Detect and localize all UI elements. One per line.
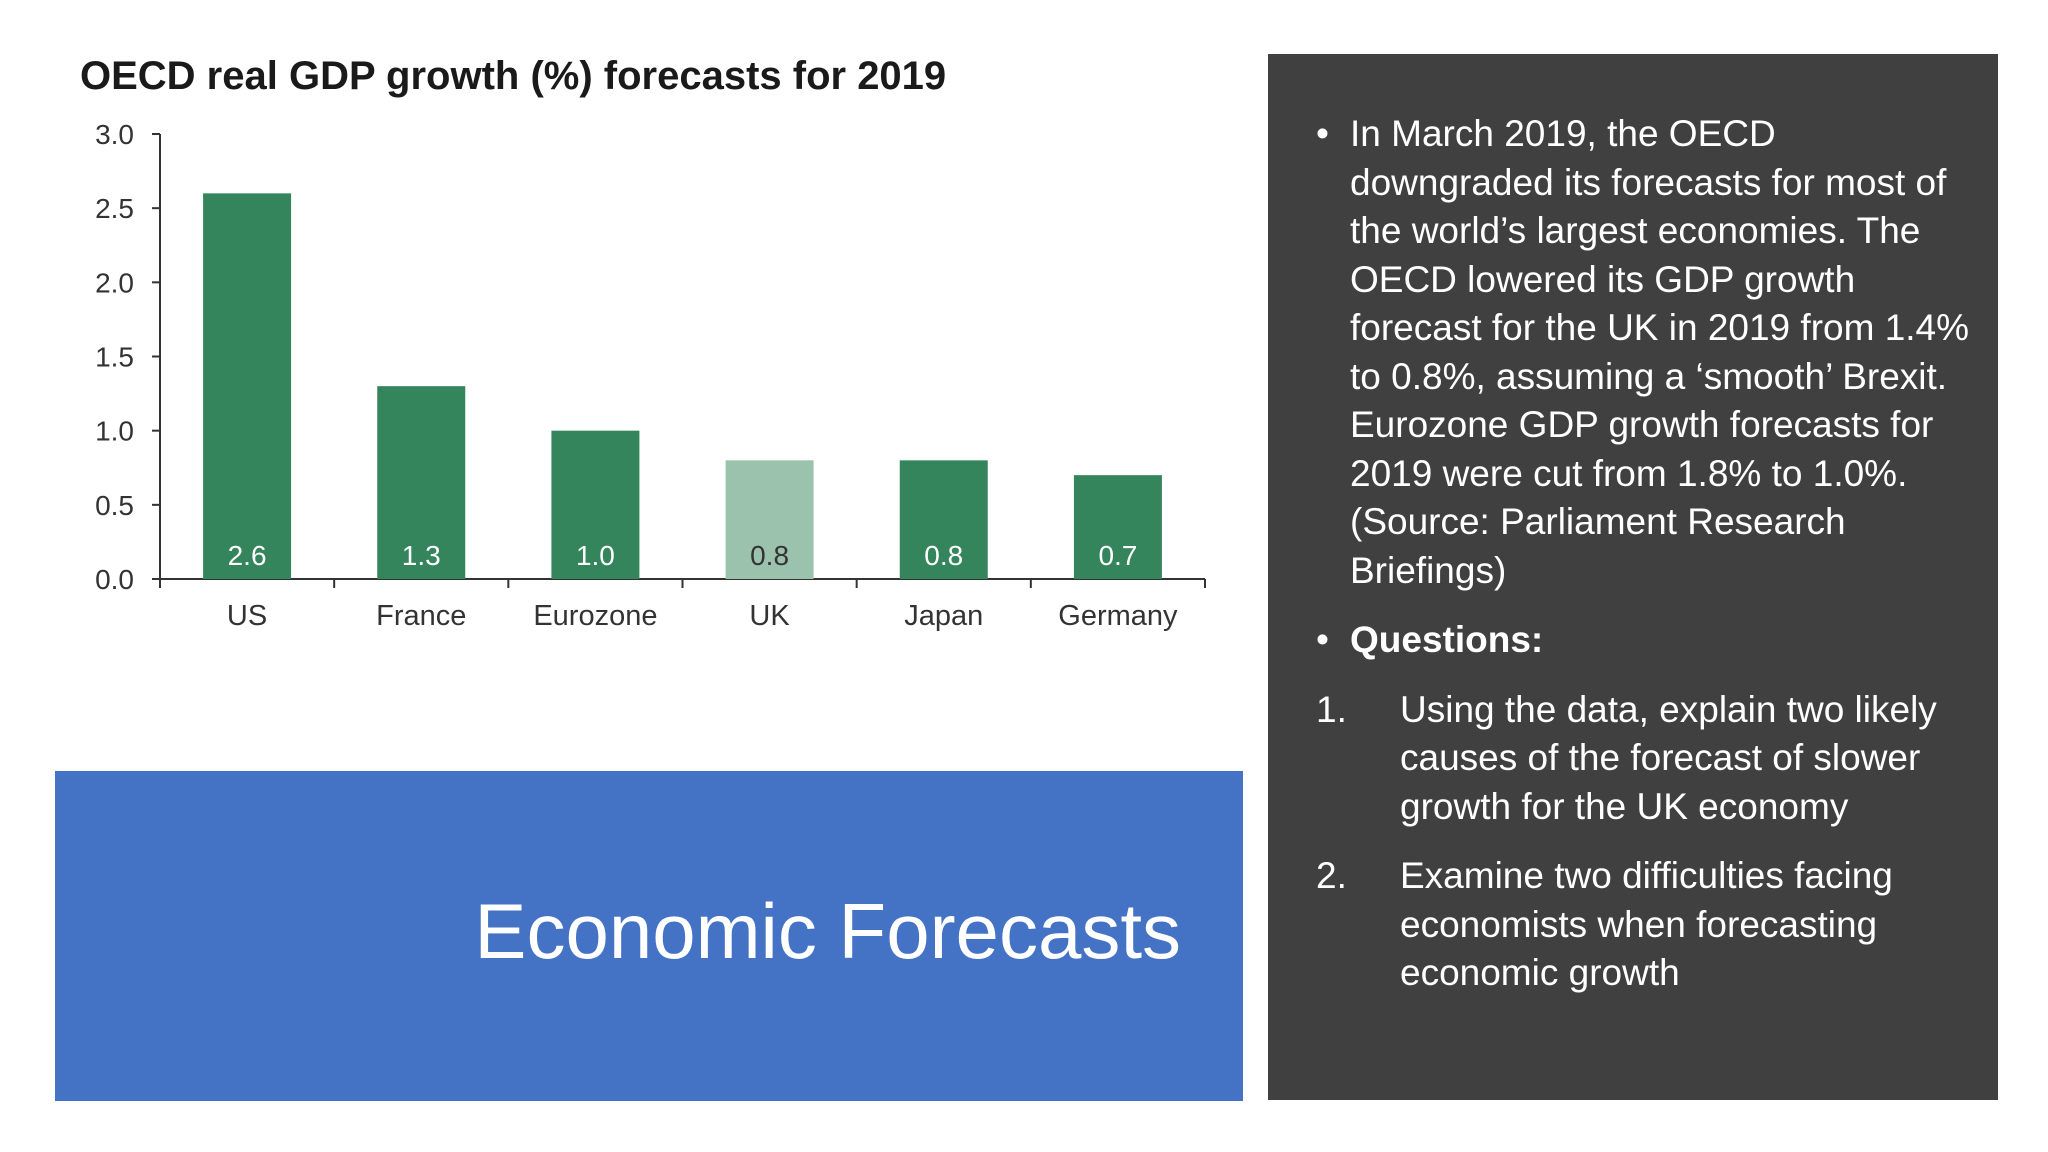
y-tick-label: 0.0 xyxy=(95,564,134,595)
slide-title: Economic Forecasts xyxy=(474,887,1181,975)
y-tick-label: 2.5 xyxy=(95,193,134,224)
x-tick-label: Germany xyxy=(1058,600,1178,632)
question-text: Using the data, explain two likely cause… xyxy=(1400,688,1937,827)
x-tick-label: US xyxy=(227,600,267,632)
data-label: 0.8 xyxy=(924,540,963,571)
y-tick-label: 0.5 xyxy=(95,490,134,521)
chart-plot: 0.0 0.5 1.0 1.5 2.0 2.5 3.0 2.6 US 1.3 France 1.0 Eu… xyxy=(95,119,1206,632)
y-tick-label: 3.0 xyxy=(95,119,134,150)
data-label: 1.0 xyxy=(576,540,615,571)
bullet-mark: • xyxy=(1316,113,1329,154)
data-label: 1.3 xyxy=(402,540,441,571)
bullet-item-questions: • Questions: xyxy=(1316,616,1978,665)
data-label: 0.8 xyxy=(750,540,789,571)
question-item: 1. Using the data, explain two likely ca… xyxy=(1316,686,1978,832)
bar xyxy=(725,460,814,579)
y-tick-label: 1.5 xyxy=(95,342,134,373)
chart-title: OECD real GDP growth (%) forecasts for 2… xyxy=(80,54,947,98)
bar-chart: OECD real GDP growth (%) forecasts for 2… xyxy=(60,40,1240,680)
question-text: Examine two difficulties facing economis… xyxy=(1400,855,1893,993)
x-tick-label: UK xyxy=(749,600,790,632)
x-tick-label: Eurozone xyxy=(533,600,657,632)
x-tick-label: Japan xyxy=(904,600,983,632)
bullet-item-intro: • In March 2019, the OECD downgraded its… xyxy=(1316,110,1978,595)
title-box: Economic Forecasts xyxy=(55,771,1243,1101)
question-number: 2. xyxy=(1316,855,1347,896)
bar xyxy=(899,460,988,579)
question-number: 1. xyxy=(1316,688,1347,730)
bar xyxy=(377,386,466,579)
y-tick-label: 1.0 xyxy=(95,416,134,447)
data-label: 0.7 xyxy=(1098,540,1137,571)
bullet-mark: • xyxy=(1316,619,1329,660)
questions-heading: Questions: xyxy=(1350,619,1544,660)
data-label: 2.6 xyxy=(228,540,267,571)
x-tick-label: France xyxy=(376,600,466,632)
bar xyxy=(551,430,640,579)
question-item: 2. Examine two difficulties facing econo… xyxy=(1316,852,1978,998)
bar xyxy=(203,193,292,580)
bar xyxy=(1073,475,1162,579)
text-panel: • In March 2019, the OECD downgraded its… xyxy=(1268,54,1998,1100)
y-tick-label: 2.0 xyxy=(95,267,134,298)
bullet-text: In March 2019, the OECD downgraded its f… xyxy=(1350,113,1970,591)
